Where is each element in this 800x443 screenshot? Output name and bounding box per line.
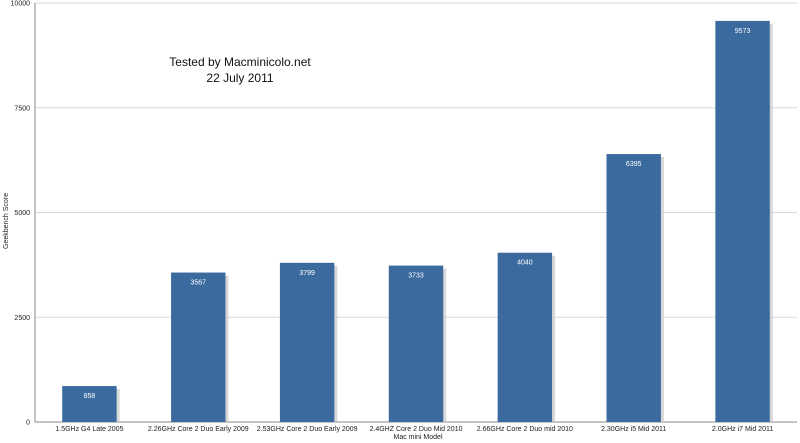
x-tick-label: 2.53GHz Core 2 Duo Early 2009	[257, 426, 358, 433]
bar-value-label: 3733	[408, 273, 424, 280]
bar-value-label: 3567	[190, 280, 206, 287]
y-axis-title: Geekbench Score	[3, 193, 10, 249]
x-tick-label: 2.0GHz i7 Mid 2011	[712, 426, 773, 433]
bar	[171, 272, 226, 422]
y-tick-label: 2500	[14, 315, 30, 322]
x-tick-label: 2.26GHz Core 2 Duo Early 2009	[148, 426, 249, 433]
y-tick-label: 7500	[14, 105, 30, 112]
x-tick-label: 1.5GHz G4 Late 2005	[55, 426, 123, 433]
bar	[497, 252, 553, 422]
x-tick-label: 2.30GHz i5 Mid 2011	[601, 426, 666, 433]
annotation-tested-by: Tested by Macminicolo.net	[169, 55, 311, 69]
bars	[62, 20, 773, 423]
bar-value-label: 858	[84, 393, 96, 400]
y-tick-label: 0	[26, 420, 30, 427]
bar-value-label: 4040	[517, 260, 533, 267]
y-tick-label: 10000	[11, 1, 31, 8]
labels: 0 2500 5000 7500 10000 858 1.5GHz G4 Late 2005…	[11, 1, 774, 434]
bar	[62, 386, 117, 422]
bar-value-label: 3799	[299, 270, 315, 277]
bar-value-label: 6395	[626, 161, 642, 168]
x-tick-label: 2.4GHZ Core 2 Duo Mid 2010	[370, 426, 463, 433]
y-tick-label: 5000	[14, 210, 30, 217]
bar-value-label: 9573	[735, 28, 751, 35]
bar	[388, 265, 444, 422]
bar	[279, 262, 335, 422]
bar	[715, 20, 770, 423]
annotation-date: 22 July 2011	[206, 71, 274, 85]
x-tick-label: 2.66GHz Core 2 Duo mid 2010	[477, 426, 573, 433]
x-axis-title: Mac mini Model	[393, 434, 442, 441]
bar	[606, 154, 661, 422]
